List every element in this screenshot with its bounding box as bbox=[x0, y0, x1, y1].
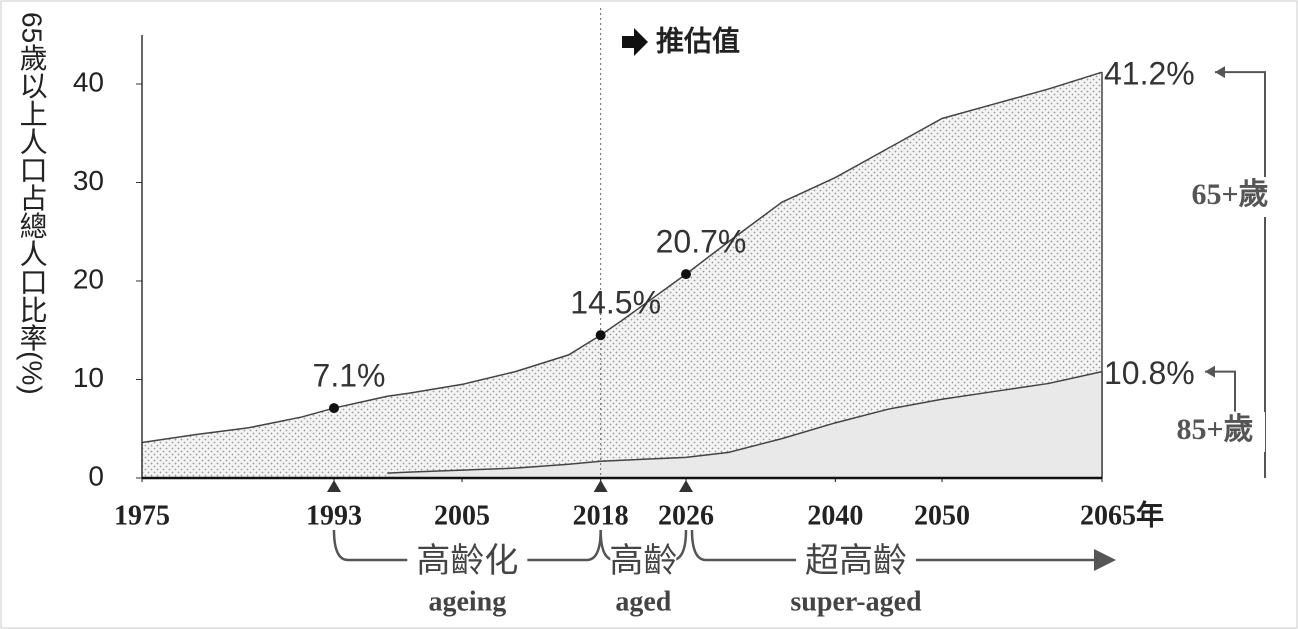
bracket-arrowhead bbox=[1215, 66, 1225, 79]
bracket-line bbox=[1205, 370, 1236, 412]
y-axis-label: 65歲以上人口占總人口比率(%) bbox=[17, 12, 48, 395]
value-label: 7.1% bbox=[313, 358, 386, 394]
phase-sublabel: aged bbox=[615, 586, 671, 617]
phase-label: 超高齡 bbox=[805, 542, 907, 580]
point-marker bbox=[329, 403, 339, 414]
phase-label-bg bbox=[407, 540, 528, 580]
phase-sublabel: ageing bbox=[428, 586, 506, 617]
value-label: 14.5% bbox=[570, 285, 661, 321]
phase-label-bg bbox=[610, 540, 677, 580]
x-tick-label: 2026 bbox=[658, 500, 714, 531]
phase-sublabel: super-aged bbox=[790, 586, 922, 617]
value-label: 20.7% bbox=[656, 224, 747, 260]
y-tick-label: 40 bbox=[73, 66, 104, 97]
y-tick-label: 10 bbox=[73, 362, 104, 393]
phase-marker bbox=[593, 480, 608, 492]
x-tick-label: 2005 bbox=[434, 500, 490, 531]
bracket-line bbox=[1215, 71, 1266, 478]
y-tick-label: 30 bbox=[73, 165, 104, 196]
point-marker bbox=[595, 330, 606, 341]
phase-arrowhead bbox=[1094, 549, 1116, 571]
projection-arrow-icon bbox=[622, 28, 648, 56]
x-tick-label: 2040 bbox=[807, 500, 863, 531]
legend-label: 65+歲 bbox=[1191, 178, 1268, 211]
legend-label: 85+歲 bbox=[1176, 413, 1253, 446]
projection-label: 推估值 bbox=[656, 25, 740, 56]
x-tick-label: 2065年 bbox=[1080, 498, 1164, 531]
x-tick-label: 2018 bbox=[573, 500, 629, 531]
phase-label: 高齡 bbox=[609, 542, 677, 580]
bracket-arrowhead bbox=[1205, 365, 1215, 378]
area-fill bbox=[142, 72, 1102, 479]
point-marker bbox=[681, 269, 691, 280]
y-tick-label: 20 bbox=[73, 263, 104, 294]
value-label: 41.2% bbox=[1104, 56, 1195, 92]
phase-marker bbox=[679, 480, 693, 492]
phase-label: 高齡化 bbox=[416, 542, 518, 580]
phase-label-bg bbox=[796, 540, 916, 580]
area-fill bbox=[387, 371, 1102, 478]
area-line bbox=[387, 370, 1103, 474]
x-tick-label: 2050 bbox=[914, 500, 970, 531]
y-tick-label: 0 bbox=[88, 460, 104, 491]
phase-bracket bbox=[690, 529, 1110, 562]
x-tick-label: 1975 bbox=[114, 500, 170, 531]
value-label: 10.8% bbox=[1104, 355, 1195, 391]
x-tick-label: 1993 bbox=[306, 500, 362, 531]
phase-marker bbox=[327, 480, 341, 492]
legend-bg bbox=[1165, 412, 1265, 452]
legend-bg bbox=[1180, 177, 1280, 217]
